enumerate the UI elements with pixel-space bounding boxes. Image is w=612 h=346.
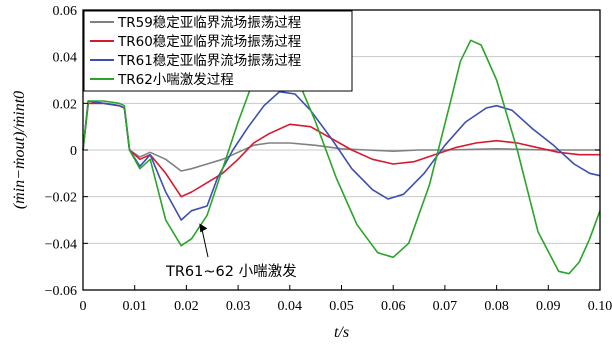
annotation-arrow: [200, 226, 209, 258]
annotations: TR61~62 小喘激发: [165, 223, 297, 280]
y-tick-label: 0.04: [53, 51, 78, 66]
y-tick-label: 0.02: [53, 97, 78, 112]
legend-label-1: TR59稳定亚临界流场振荡过程: [117, 15, 301, 31]
x-tick-label: 0.03: [226, 299, 251, 314]
x-tick-label: 0.06: [381, 299, 406, 314]
legend: TR59稳定亚临界流场振荡过程 TR60稳定亚临界流场振荡过程 TR61稳定亚临界流…: [83, 10, 353, 92]
x-tick-label: 0.05: [329, 299, 354, 314]
y-tick-label: 0: [70, 144, 77, 159]
x-axis-label: t/s: [334, 324, 349, 341]
y-axis-label: (ṁin−ṁout)/ṁint0: [11, 91, 28, 209]
series-line-4: [82, 39, 601, 275]
legend-label-4: TR62小喘激发过程: [117, 71, 234, 88]
x-tick-label: 0.01: [122, 299, 147, 314]
x-tick-label: 0.09: [536, 299, 561, 314]
y-tick-label: 0.06: [53, 4, 78, 19]
legend-box: [83, 10, 353, 92]
x-tick-label: 0: [80, 299, 87, 314]
annotation-text: TR61~62 小喘激发: [165, 263, 297, 280]
x-tick-label: 0.07: [433, 299, 458, 314]
y-tick-label: −0.04: [45, 237, 77, 252]
axes: −0.06 −0.04 −0.02 0 0.02 0.04 0.06 0 0.01 0.02 0.0…: [11, 4, 612, 341]
x-tick-label: 0.02: [174, 299, 199, 314]
legend-label-2: TR60稳定亚临界流场振荡过程: [117, 34, 301, 50]
x-tick-label: 0.10: [588, 299, 612, 314]
legend-label-3: TR61稳定亚临界流场振荡过程: [117, 53, 301, 69]
series-group: [82, 39, 601, 275]
x-tick-label: 0.04: [278, 299, 303, 314]
annotation-arrowhead: [199, 223, 208, 233]
x-tick-label: 0.08: [484, 299, 509, 314]
y-tick-label: −0.02: [45, 191, 77, 206]
y-tick-label: −0.06: [45, 284, 77, 299]
